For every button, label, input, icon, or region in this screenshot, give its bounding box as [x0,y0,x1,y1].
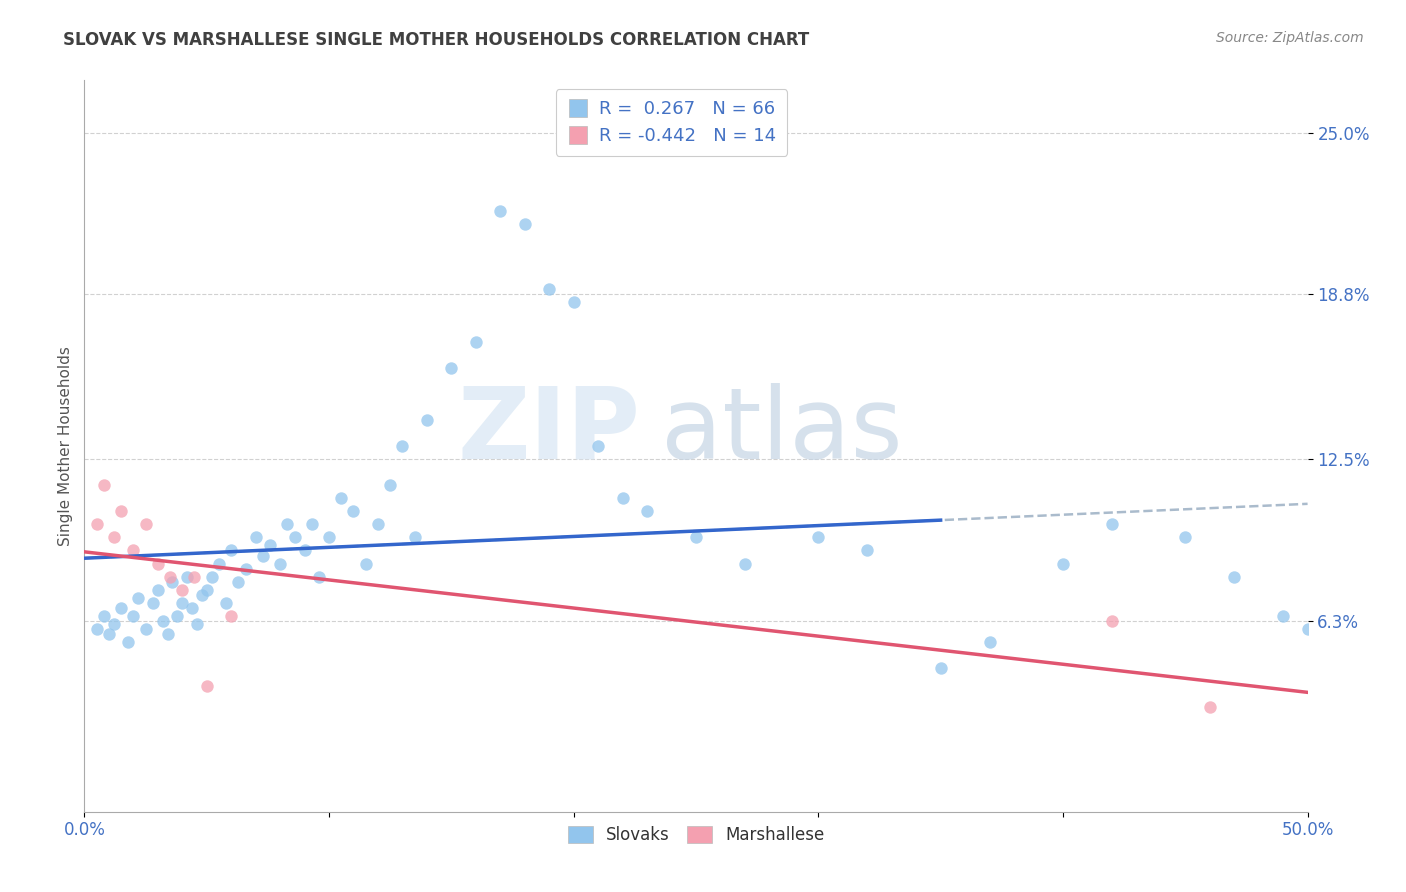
Point [93,608,115,623]
Point [146,582,169,597]
Point [103,616,125,631]
Point [294,543,316,558]
Point [195,582,218,597]
Point [1101,517,1123,532]
Point [166,608,188,623]
Point [1174,530,1197,544]
Point [127,591,149,605]
Point [159,569,181,583]
Point [93,478,115,492]
Point [1052,557,1074,571]
Point [1101,614,1123,628]
Point [856,543,879,558]
Point [162,574,184,589]
Point [172,582,194,597]
Point [86,622,108,636]
Point [191,588,214,602]
Point [142,596,165,610]
Point [103,530,125,544]
Point [86,517,108,532]
Point [110,504,132,518]
Point [612,491,634,506]
Point [1223,569,1246,583]
Point [391,439,413,453]
Point [156,627,179,641]
Point [562,295,585,310]
Point [464,334,486,349]
Point [538,282,561,296]
Point [122,543,145,558]
Point [215,596,238,610]
Point [146,557,169,571]
Point [330,491,353,506]
Point [685,530,707,544]
Point [979,635,1001,649]
Point [219,543,242,558]
Point [513,217,536,231]
Point [416,413,439,427]
Point [734,557,756,571]
Point [308,569,330,583]
Point [1296,622,1319,636]
Point [245,530,267,544]
Point [404,530,426,544]
Point [276,517,298,532]
Text: ZIP: ZIP [458,383,641,480]
Point [186,616,208,631]
Point [367,517,389,532]
Point [284,530,307,544]
Point [929,661,952,675]
Point [181,601,204,615]
Point [208,557,231,571]
Point [380,478,402,492]
Point [318,530,340,544]
Text: SLOVAK VS MARSHALLESE SINGLE MOTHER HOUSEHOLDS CORRELATION CHART: SLOVAK VS MARSHALLESE SINGLE MOTHER HOUS… [63,31,810,49]
Point [1272,608,1295,623]
Point [228,574,250,589]
Point [1198,700,1220,714]
Y-axis label: Single Mother Households: Single Mother Households [58,346,73,546]
Point [489,203,512,218]
Point [269,557,291,571]
Point [117,635,139,649]
Text: Source: ZipAtlas.com: Source: ZipAtlas.com [1216,31,1364,45]
Point [122,608,145,623]
Point [97,627,120,641]
Legend: Slovaks, Marshallese: Slovaks, Marshallese [561,820,831,851]
Point [636,504,658,518]
Point [183,569,205,583]
Point [110,601,132,615]
Text: atlas: atlas [661,383,903,480]
Point [135,517,157,532]
Point [807,530,830,544]
Point [176,569,198,583]
Point [195,679,218,693]
Point [354,557,377,571]
Point [252,549,274,563]
Point [301,517,323,532]
Point [135,622,157,636]
Point [259,538,281,552]
Point [235,562,257,576]
Point [586,439,609,453]
Point [219,608,242,623]
Point [200,569,222,583]
Point [342,504,364,518]
Point [440,360,463,375]
Point [152,614,174,628]
Point [172,596,194,610]
